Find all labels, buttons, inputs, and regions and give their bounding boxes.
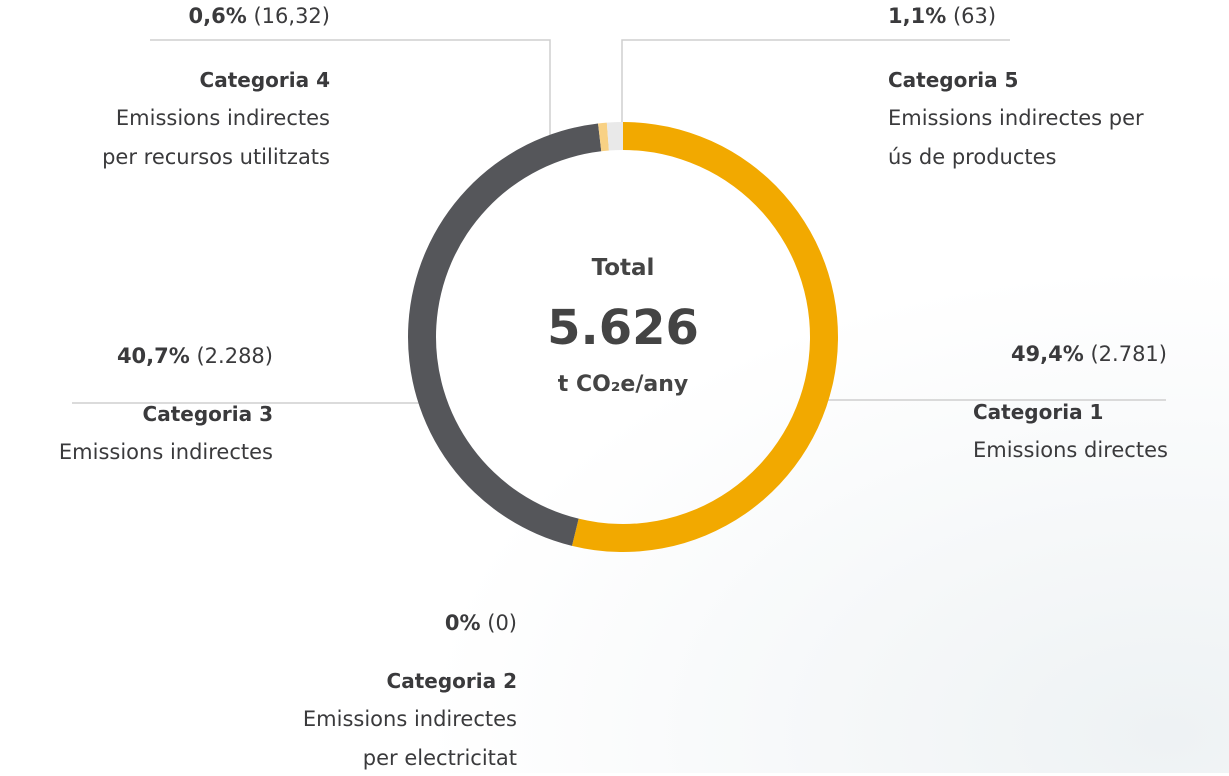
donut-segment <box>598 122 609 152</box>
category-label: 0% (0) Categoria 2 Emissions indirectes per… <box>303 607 517 776</box>
percent-label: 49,4% <box>1010 342 1084 366</box>
percent-label: 0% <box>444 611 481 635</box>
category-name: Categoria 5 <box>888 67 1019 92</box>
category-name: Categoria 1 <box>973 399 1104 424</box>
leader-line <box>150 39 551 135</box>
amount-label: (2.288) <box>196 344 273 368</box>
category-label: 0,6% (16,32) Categoria 4 Emissions indirec… <box>102 0 330 175</box>
percent-label: 0,6% <box>188 4 247 28</box>
category-description: Emissions indirectes per <box>888 105 1144 130</box>
category-description: Emissions indirectes <box>302 706 517 731</box>
center-total: 5.626 <box>547 300 699 356</box>
category-name: Categoria 2 <box>386 668 517 693</box>
percent-label: 40,7% <box>116 344 190 368</box>
amount-label: (16,32) <box>253 4 330 28</box>
category-description: Emissions indirectes <box>58 439 273 464</box>
amount-label: (2.781) <box>1090 342 1167 366</box>
category-label: 40,7% (2.288) Categoria 3 Emissions indire… <box>59 340 273 469</box>
category-description: ús de productes <box>888 145 1057 170</box>
value-line: 40,7% (2.288) <box>59 340 273 374</box>
value-line: 0,6% (16,32) <box>102 0 330 34</box>
donut-segment <box>407 123 602 546</box>
category-description: per recursos utilitzats <box>102 145 330 170</box>
donut-segment <box>606 122 623 151</box>
value-line: 0% (0) <box>303 607 517 641</box>
category-description: per electricitat <box>362 746 517 771</box>
leader-lines <box>72 39 1166 404</box>
value-line: 1,1% (63) <box>888 0 1144 34</box>
percent-label: 1,1% <box>888 4 947 28</box>
leader-line <box>621 39 1010 135</box>
category-label: 49,4% (2.781) Categoria 1 Emissions direct… <box>973 338 1179 467</box>
center-title: Total <box>591 255 655 281</box>
category-description: Emissions directes <box>973 437 1168 462</box>
amount-label: (0) <box>487 611 517 635</box>
category-label: 1,1% (63) Categoria 5 Emissions indirectes… <box>888 0 1144 175</box>
category-name: Categoria 4 <box>199 67 330 92</box>
category-name: Categoria 3 <box>142 401 273 426</box>
category-description: Emissions indirectes <box>115 105 330 130</box>
amount-label: (63) <box>952 4 997 28</box>
value-line: 49,4% (2.781) <box>967 338 1167 372</box>
center-unit: t CO₂e/any <box>557 372 689 397</box>
